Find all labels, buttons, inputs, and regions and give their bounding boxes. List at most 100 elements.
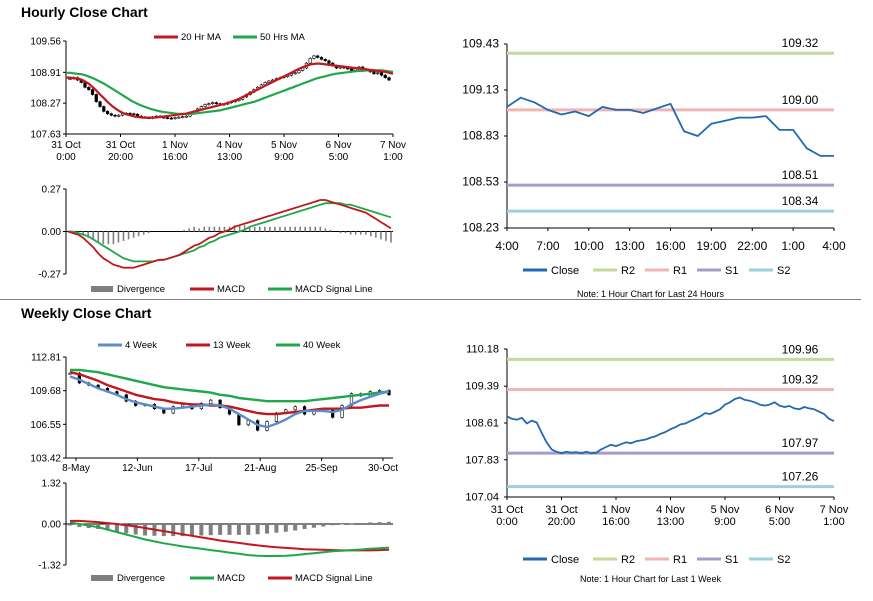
- hourly-price-xtick-label: 1 Nov: [162, 140, 188, 151]
- weekly-price-xtick-label: 8-May: [62, 463, 90, 474]
- hourly-price-candle-body: [102, 106, 106, 112]
- hourly-price-candle-body: [293, 72, 297, 75]
- weekly-divergence-bar: [283, 524, 288, 532]
- hourly-price-candle-body: [117, 114, 121, 117]
- weekly-divergence-bar: [114, 524, 119, 533]
- weekly-divergence-bar: [199, 524, 204, 536]
- hourly-legend-macd-label: MACD: [217, 284, 245, 295]
- hourly-legend-signal-label: MACD Signal Line: [295, 284, 373, 295]
- weekly-40w-line: [70, 368, 390, 403]
- weekly-price-candle-body: [293, 406, 297, 411]
- hourly-ma50-line: [66, 69, 394, 115]
- weekly-price-xtick-label: 17-Jul: [185, 463, 212, 474]
- weekly-divergence-bar: [255, 524, 260, 535]
- weekly-chart-title: Weekly Close Chart: [21, 305, 152, 321]
- weekly-pivot-xtick-label: 1:00: [823, 516, 844, 528]
- weekly-divergence-bar: [68, 524, 72, 526]
- hourly-pivot-legend-r2-label: R2: [621, 265, 635, 277]
- weekly-legend-signal-label: MACD Signal Line: [295, 573, 373, 584]
- hourly-price-xtick-label: 0:00: [56, 152, 76, 163]
- weekly-divergence-bar: [180, 524, 185, 537]
- hourly-price-candle-body: [316, 55, 320, 58]
- hourly-pivot-ytick-label: 108.53: [462, 175, 499, 189]
- hourly-price-xtick-label: 5 Nov: [271, 140, 297, 151]
- section-divider: [0, 299, 861, 300]
- weekly-divergence-bar: [171, 524, 176, 537]
- weekly-price-xtick-label: 30-Oct: [368, 463, 398, 474]
- hourly-price-ytick-label: 109.56: [30, 37, 61, 48]
- hourly-price-candle-body: [177, 116, 181, 119]
- weekly-pivot-level-r1-label: 109.32: [782, 373, 819, 387]
- weekly-price-candle-body: [218, 399, 222, 408]
- hourly-price-candle-body: [387, 77, 391, 81]
- hourly-pivot-xtick-label: 19:00: [696, 239, 726, 253]
- weekly-pivot-legend-r2-label: R2: [621, 554, 635, 566]
- weekly-pivot-xtick-label: 16:00: [602, 516, 630, 528]
- hourly-pivot-ytick-label: 108.23: [462, 221, 499, 235]
- hourly-pivot-close-line: [506, 96, 834, 157]
- weekly-price-ytick-label: 112.81: [31, 353, 61, 364]
- weekly-pivot-xtick-label: 20:00: [548, 516, 576, 528]
- weekly-legend-40w-label: 40 Week: [303, 340, 341, 351]
- hourly-price-ytick-label: 107.63: [30, 130, 61, 141]
- hourly-price-candle-body: [90, 89, 95, 95]
- hourly-pivot-legend-r1-label: R1: [673, 265, 687, 277]
- hourly-pivot-xtick-label: 1:00: [781, 239, 805, 253]
- hourly-price-candle-body: [383, 74, 387, 78]
- hourly-price-xtick-label: 5:00: [329, 152, 349, 163]
- weekly-pivot-ytick-label: 108.61: [465, 418, 499, 430]
- hourly-price-xtick-label: 6 Nov: [325, 140, 351, 151]
- hourly-price-candle-body: [267, 80, 271, 83]
- hourly-price-candle-body: [312, 55, 316, 59]
- weekly-divergence-bar: [340, 524, 345, 525]
- hourly-pivot-xtick-label: 4:00: [822, 239, 846, 253]
- hourly-chart-title: Hourly Close Chart: [21, 4, 148, 20]
- weekly-price-candle-body: [209, 399, 213, 404]
- weekly-pivot-legend-s2-label: S2: [777, 554, 790, 566]
- weekly-legend-macd-label: MACD: [217, 573, 245, 584]
- hourly-price-candle-body: [113, 114, 117, 117]
- hourly-price-xtick-label: 4 Nov: [216, 140, 242, 151]
- hourly-pivot-xtick-label: 13:00: [615, 239, 645, 253]
- hourly-price-ytick-label: 108.27: [30, 99, 61, 110]
- weekly-pivot-close-line: [506, 396, 835, 455]
- weekly-divergence-bar: [274, 524, 279, 533]
- hourly-pivot-level-r2-label: 109.32: [782, 36, 819, 50]
- weekly-divergence-bar: [368, 522, 373, 524]
- weekly-pivot-xtick-label: 0:00: [496, 516, 517, 528]
- hourly-price-candle-body: [165, 117, 170, 119]
- weekly-legend-4w-label: 4 Week: [125, 340, 157, 351]
- weekly-divergence-bar: [302, 524, 307, 529]
- hourly-price-candle-body: [94, 94, 98, 103]
- weekly-divergence-bar: [161, 524, 166, 537]
- hourly-price-xtick-label: 1:00: [383, 152, 403, 163]
- hourly-pivot-legend-close-label: Close: [551, 265, 579, 277]
- weekly-legend-divergence-swatch: [91, 575, 113, 581]
- hourly-price-candle-body: [207, 103, 211, 105]
- weekly-pivot-ytick-label: 109.39: [465, 381, 499, 393]
- weekly-pivot-legend-s1-label: S1: [725, 554, 738, 566]
- weekly-divergence-bar: [246, 524, 251, 535]
- hourly-pivot-level-s2-label: 108.34: [782, 194, 819, 208]
- hourly-pivot-level-s1-label: 108.51: [782, 168, 819, 182]
- weekly-pivot-xtick-label: 5 Nov: [711, 504, 740, 516]
- weekly-pivot-xtick-label: 9:00: [714, 516, 735, 528]
- weekly-divergence-bar: [218, 524, 223, 535]
- hourly-price-xtick-label: 31 Oct: [51, 140, 81, 151]
- hourly-price-candle-body: [109, 113, 113, 116]
- weekly-divergence-bar: [293, 524, 298, 531]
- weekly-divergence-bar: [189, 524, 194, 536]
- weekly-pivot-xtick-label: 1 Nov: [602, 504, 631, 516]
- weekly-pivot-ytick-label: 107.04: [465, 492, 499, 504]
- hourly-pivot-xtick-label: 4:00: [495, 239, 519, 253]
- weekly-pivot-level-s1-label: 107.97: [782, 436, 819, 450]
- hourly-price-ytick-label: 108.91: [30, 68, 61, 79]
- weekly-divergence-bar: [387, 521, 391, 524]
- hourly-pivot-xtick-label: 16:00: [655, 239, 685, 253]
- weekly-price-xtick-label: 12-Jun: [122, 463, 153, 474]
- weekly-legend-divergence-label: Divergence: [117, 573, 165, 584]
- hourly-pivot-ytick-label: 109.43: [462, 37, 499, 51]
- weekly-4w-line: [69, 375, 390, 429]
- hourly-price-candle-body: [297, 70, 301, 74]
